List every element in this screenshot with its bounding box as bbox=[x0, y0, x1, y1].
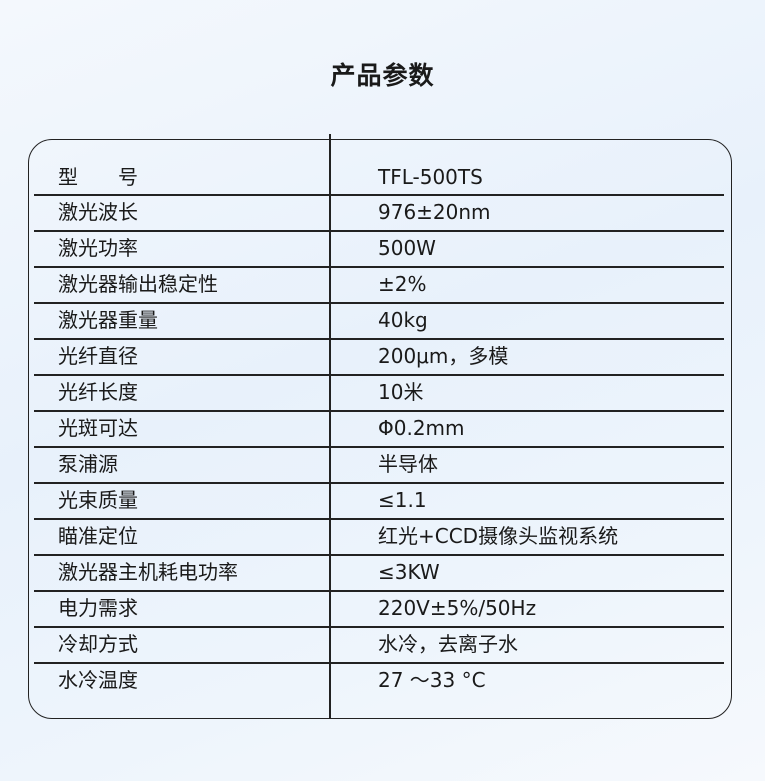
row-divider bbox=[34, 518, 724, 520]
row-label: 光纤长度 bbox=[58, 380, 138, 404]
row-value: 半导体 bbox=[378, 452, 438, 476]
row-divider bbox=[34, 302, 724, 304]
row-label: 电力需求 bbox=[58, 596, 138, 620]
row-divider bbox=[34, 266, 724, 268]
row-divider bbox=[34, 410, 724, 412]
row-value: 红光+CCD摄像头监视系统 bbox=[378, 524, 619, 548]
row-divider bbox=[34, 446, 724, 448]
row-divider bbox=[34, 626, 724, 628]
row-value: 976±20nm bbox=[378, 200, 491, 224]
row-value: 10米 bbox=[378, 380, 424, 404]
row-divider bbox=[34, 338, 724, 340]
row-value: 40kg bbox=[378, 308, 428, 332]
row-value: ≤3KW bbox=[378, 560, 440, 584]
column-divider bbox=[329, 134, 331, 719]
row-value: TFL-500TS bbox=[378, 165, 483, 189]
row-value: 220V±5%/50Hz bbox=[378, 596, 537, 620]
row-label: 水冷温度 bbox=[58, 668, 138, 692]
row-divider bbox=[34, 662, 724, 664]
row-label: 激光功率 bbox=[58, 236, 138, 260]
row-value: 200μm，多模 bbox=[378, 344, 509, 368]
row-divider bbox=[34, 194, 724, 196]
row-value: ≤1.1 bbox=[378, 488, 427, 512]
row-label: 型 号 bbox=[58, 165, 138, 189]
row-divider bbox=[34, 482, 724, 484]
spec-table bbox=[28, 139, 732, 719]
row-value: 500W bbox=[378, 236, 436, 260]
row-divider bbox=[34, 230, 724, 232]
row-label: 激光器主机耗电功率 bbox=[58, 560, 238, 584]
row-label: 激光器重量 bbox=[58, 308, 158, 332]
row-label: 冷却方式 bbox=[58, 632, 138, 656]
row-value: Φ0.2mm bbox=[378, 416, 465, 440]
row-divider bbox=[34, 590, 724, 592]
row-label: 激光波长 bbox=[58, 200, 138, 224]
row-value: 水冷，去离子水 bbox=[378, 632, 518, 656]
row-value: 27 ～33 °C bbox=[378, 668, 486, 692]
row-label: 激光器输出稳定性 bbox=[58, 272, 218, 296]
row-label: 瞄准定位 bbox=[58, 524, 138, 548]
row-value: ±2% bbox=[378, 272, 427, 296]
row-label: 光束质量 bbox=[58, 488, 138, 512]
row-label: 泵浦源 bbox=[58, 452, 118, 476]
row-divider bbox=[34, 374, 724, 376]
row-divider bbox=[34, 554, 724, 556]
row-label: 光斑可达 bbox=[58, 416, 138, 440]
page-title: 产品参数 bbox=[330, 61, 435, 90]
row-label: 光纤直径 bbox=[58, 344, 138, 368]
